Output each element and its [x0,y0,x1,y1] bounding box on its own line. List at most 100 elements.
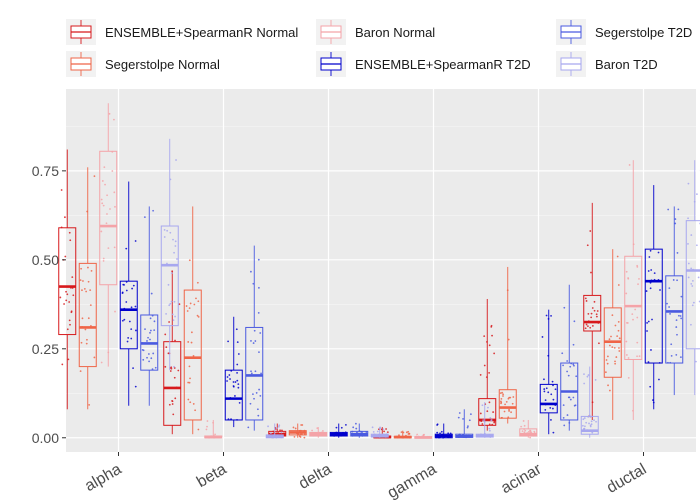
data-point [232,381,235,383]
data-point [552,407,554,410]
data-point [687,242,689,245]
y-tick-label: 0.25 [32,341,59,357]
data-point [483,420,486,423]
data-point [647,361,650,363]
data-point [69,239,72,242]
data-point [608,389,611,392]
data-point [134,240,137,242]
data-point [252,342,255,344]
data-point [206,425,208,428]
box-ductal [644,185,663,410]
data-point [249,402,252,405]
data-point [400,431,403,434]
data-point [589,230,592,232]
data-point [407,430,410,433]
data-point [173,365,175,368]
data-point [695,360,697,363]
data-point [502,393,505,396]
data-point [501,391,504,394]
data-point [303,433,306,436]
data-point [170,300,173,303]
x-axis: alpha beta delta gamma acinar ductal [82,452,650,500]
data-point [214,433,216,436]
data-point [83,287,86,290]
data-point [545,387,548,390]
data-point [197,428,200,431]
data-point [632,318,634,321]
data-point [594,379,597,381]
data-point [70,310,73,313]
box-alpha [160,138,179,371]
data-point [625,292,628,295]
data-point [696,193,698,195]
data-point [632,243,635,246]
box-body [665,275,684,364]
data-point [66,328,69,331]
x-tick-label: gamma [385,461,440,500]
data-point [173,376,176,379]
data-point [371,426,374,429]
data-point [595,420,597,423]
data-point [267,425,269,428]
box-delta [288,423,307,439]
data-point [141,348,144,351]
data-point [257,286,260,289]
data-point [613,346,616,349]
data-point [107,247,110,250]
data-point [196,314,199,317]
data-point [488,401,491,404]
data-point [164,365,167,368]
data-point [128,320,131,323]
data-point [626,322,629,324]
data-point [575,375,578,378]
data-point [508,408,510,411]
data-point [489,417,492,419]
data-point [174,315,176,318]
data-point [583,425,586,428]
box-alpha [119,181,138,406]
data-point [106,194,109,197]
box-body [224,369,243,421]
data-point [298,435,301,438]
data-point [509,396,512,399]
data-point [551,380,554,383]
data-point [457,416,460,419]
data-point [257,258,260,261]
y-tick-label: 0.50 [32,252,59,268]
box-delta [370,426,389,438]
box-gamma [455,409,474,439]
data-point [568,422,571,424]
data-point [167,283,170,286]
data-point [190,341,193,344]
data-point [188,381,191,384]
data-point [87,317,90,320]
data-point [488,429,491,432]
data-point [100,198,103,201]
box-body [160,225,179,327]
data-point [549,407,552,409]
data-point [165,312,167,315]
data-point [584,327,587,330]
data-point [280,431,283,434]
data-point [186,310,189,312]
data-point [614,362,617,365]
series-ensemble-spearmanr-normal [58,149,602,439]
data-point [407,433,410,435]
data-point [625,354,628,356]
data-point [352,426,355,429]
data-point [81,289,83,292]
box-body [498,389,517,419]
data-point [636,266,639,268]
data-point [142,358,145,361]
data-point [228,374,231,376]
data-point [230,418,232,421]
data-point [405,431,408,434]
data-point [372,430,375,433]
data-point [236,379,239,382]
data-point [90,269,93,272]
data-point [171,270,174,273]
data-point [102,204,105,207]
data-point [187,341,190,343]
data-point [176,258,178,260]
data-point [491,334,493,337]
